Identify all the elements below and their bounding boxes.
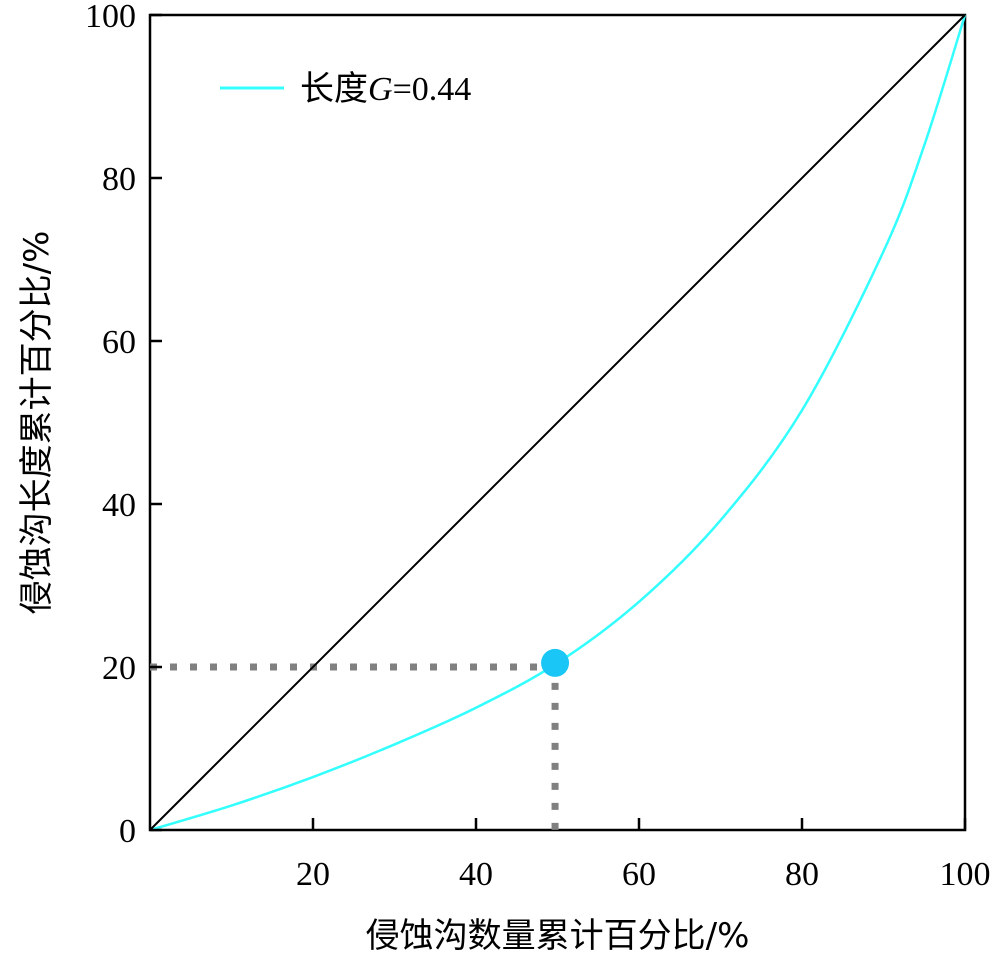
x-tick-label: 20 <box>296 856 330 893</box>
legend-label-variable: G <box>368 71 393 108</box>
lorenz-curve-line <box>149 14 967 832</box>
legend-label-prefix: 长度 <box>300 69 368 109</box>
y-tick-label: 60 <box>102 324 136 361</box>
y-tick-label: 80 <box>102 161 136 198</box>
legend-label: 长度G=0.44 <box>300 69 471 109</box>
x-axis-title: 侵蚀沟数量累计百分比/% <box>366 916 750 954</box>
y-tick-label: 0 <box>119 813 136 850</box>
x-tick-label: 60 <box>622 856 656 893</box>
equality-line <box>149 14 966 831</box>
x-tick-label: 100 <box>940 856 991 893</box>
highlight-point-marker <box>541 648 570 677</box>
y-tick-label: 20 <box>102 650 136 687</box>
legend-label-value: =0.44 <box>393 71 472 108</box>
x-tick-label: 80 <box>785 856 819 893</box>
y-tick-label: 100 <box>85 0 136 35</box>
plot-frame <box>148 13 967 832</box>
y-tick-label: 40 <box>102 487 136 524</box>
y-axis-title: 侵蚀沟长度累计百分比/% <box>17 231 57 615</box>
x-tick-label: 40 <box>459 856 493 893</box>
